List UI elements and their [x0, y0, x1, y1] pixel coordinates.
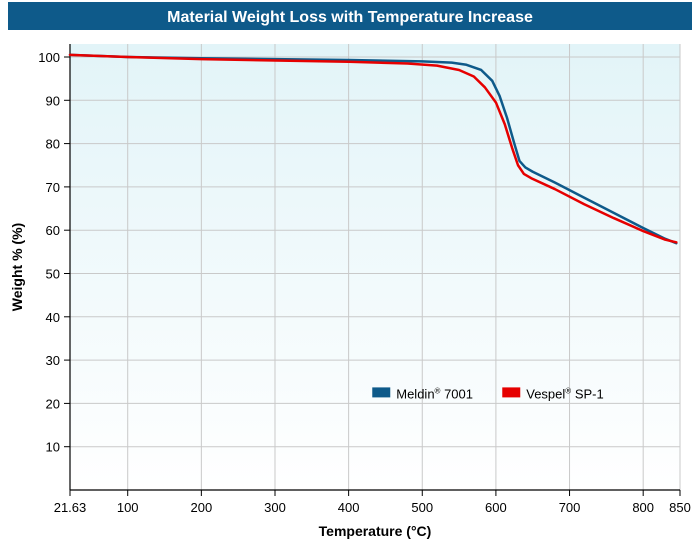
y-axis-label: Weight % (%) [9, 223, 25, 311]
y-tick-label: 80 [46, 137, 60, 152]
x-tick-label: 200 [190, 500, 212, 515]
legend-swatch-1 [502, 387, 520, 397]
legend-swatch-0 [372, 387, 390, 397]
x-tick-label: 100 [117, 500, 139, 515]
x-tick-label: 850 [669, 500, 691, 515]
y-tick-label: 30 [46, 353, 60, 368]
chart-svg: Material Weight Loss with Temperature In… [0, 0, 700, 544]
x-tick-label: 300 [264, 500, 286, 515]
y-tick-label: 50 [46, 266, 60, 281]
x-axis-label: Temperature (°C) [319, 523, 432, 539]
x-tick-label: 500 [411, 500, 433, 515]
y-tick-label: 20 [46, 396, 60, 411]
x-tick-label: 400 [338, 500, 360, 515]
y-tick-label: 70 [46, 180, 60, 195]
x-tick-label: 800 [632, 500, 654, 515]
y-tick-label: 10 [46, 440, 60, 455]
y-tick-label: 90 [46, 93, 60, 108]
y-tick-label: 40 [46, 310, 60, 325]
chart-container: Material Weight Loss with Temperature In… [0, 0, 700, 544]
chart-title: Material Weight Loss with Temperature In… [167, 9, 533, 26]
y-tick-label: 60 [46, 223, 60, 238]
y-tick-label: 100 [38, 50, 60, 65]
legend-label-1: Vespel® SP-1 [526, 386, 603, 401]
x-tick-label: 700 [559, 500, 581, 515]
plot-area [70, 44, 680, 490]
x-tick-label: 600 [485, 500, 507, 515]
x-tick-label: 21.63 [54, 500, 87, 515]
